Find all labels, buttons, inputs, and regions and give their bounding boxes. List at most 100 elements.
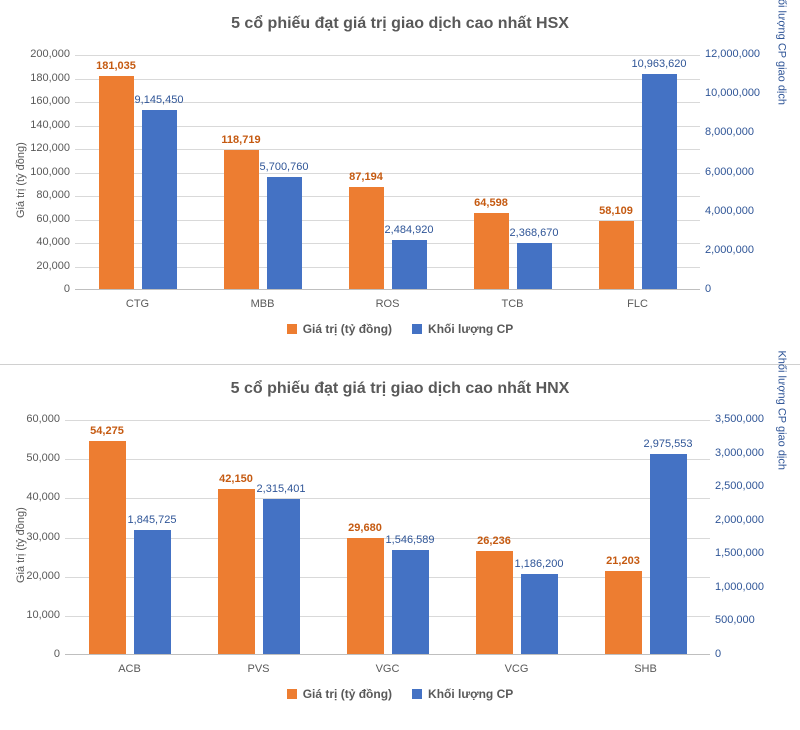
hnx-chart-bar-volume-label: 1,845,725 xyxy=(128,514,177,526)
hnx-chart-title: 5 cổ phiếu đạt giá trị giao dịch cao nhấ… xyxy=(0,365,800,398)
y-left-tick: 60,000 xyxy=(36,213,70,225)
hnx-chart-x-tick: SHB xyxy=(634,663,657,675)
hsx-chart-x-tick: MBB xyxy=(251,298,275,310)
gridline xyxy=(75,55,700,56)
hnx-chart-bar-volume-label: 2,975,553 xyxy=(644,438,693,450)
y-left-tick: 40,000 xyxy=(26,491,60,503)
hsx-chart-x-tick: TCB xyxy=(502,298,524,310)
y-right-tick: 2,000,000 xyxy=(705,244,754,256)
y-right-tick: 8,000,000 xyxy=(705,126,754,138)
hnx-chart-bar-value-label: 54,275 xyxy=(90,425,124,437)
y-right-tick: 3,500,000 xyxy=(715,413,764,425)
legend-swatch xyxy=(412,689,422,699)
hsx-chart-title: 5 cổ phiếu đạt giá trị giao dịch cao nhấ… xyxy=(0,0,800,33)
hnx-chart-bar-volume-label: 1,186,200 xyxy=(515,558,564,570)
hsx-chart-bar-value xyxy=(599,221,634,289)
hnx-chart-panel: 5 cổ phiếu đạt giá trị giao dịch cao nhấ… xyxy=(0,365,800,730)
y-right-tick: 2,000,000 xyxy=(715,514,764,526)
y-left-tick: 140,000 xyxy=(30,119,70,131)
y-left-tick: 10,000 xyxy=(26,609,60,621)
hnx-chart-bar-volume xyxy=(521,574,558,654)
hnx-chart-plot-area: 54,275 1,845,725 42,150 2,315,401 29,680 1,54… xyxy=(65,420,710,655)
hsx-chart-bar-volume-label: 2,368,670 xyxy=(510,227,559,239)
hnx-chart-x-tick: VCG xyxy=(505,663,529,675)
y-right-tick: 0 xyxy=(715,648,721,660)
hsx-chart-panel: 5 cổ phiếu đạt giá trị giao dịch cao nhấ… xyxy=(0,0,800,364)
legend-swatch xyxy=(287,324,297,334)
hsx-chart-bar-volume xyxy=(517,243,552,289)
hnx-chart-bar-value xyxy=(605,571,642,654)
hnx-chart-bar-value xyxy=(89,441,126,654)
hnx-chart-bar-value-label: 26,236 xyxy=(477,535,511,547)
y-left-tick: 0 xyxy=(54,648,60,660)
hnx-chart-bar-volume xyxy=(650,454,687,654)
hsx-chart-bar-volume-label: 10,963,620 xyxy=(631,58,686,70)
gridline xyxy=(75,79,700,80)
hsx-chart-y-left-label: Giá trị (tỷ đồng) xyxy=(15,142,27,218)
y-left-tick: 40,000 xyxy=(36,236,70,248)
hsx-chart-bar-volume-label: 5,700,760 xyxy=(260,161,309,173)
y-left-tick: 30,000 xyxy=(26,531,60,543)
legend-item-value: Giá trị (tỷ đồng) xyxy=(287,687,392,701)
y-right-tick: 1,500,000 xyxy=(715,547,764,559)
hsx-chart-bar-volume-label: 9,145,450 xyxy=(135,94,184,106)
y-left-tick: 20,000 xyxy=(36,260,70,272)
hnx-chart-bar-volume-label: 1,546,589 xyxy=(386,534,435,546)
hsx-chart-bar-value-label: 87,194 xyxy=(349,171,383,183)
y-right-tick: 4,000,000 xyxy=(705,205,754,217)
hsx-chart-bar-volume xyxy=(142,110,177,289)
y-left-tick: 0 xyxy=(64,283,70,295)
y-left-tick: 100,000 xyxy=(30,166,70,178)
hnx-chart-legend: Giá trị (tỷ đồng) Khối lượng CP xyxy=(0,687,800,702)
y-left-tick: 180,000 xyxy=(30,72,70,84)
gridline xyxy=(65,420,710,421)
hnx-chart-bar-value-label: 42,150 xyxy=(219,473,253,485)
hnx-chart-bar-volume xyxy=(134,530,171,654)
y-right-tick: 0 xyxy=(705,283,711,295)
hnx-chart-x-tick: PVS xyxy=(247,663,269,675)
y-left-tick: 60,000 xyxy=(26,413,60,425)
hsx-chart-bar-value-label: 64,598 xyxy=(474,197,508,209)
hsx-chart-bar-value xyxy=(474,213,509,289)
hnx-chart-bar-value xyxy=(218,489,255,654)
y-left-tick: 20,000 xyxy=(26,570,60,582)
hsx-chart-legend: Giá trị (tỷ đồng)Khối lượng CP xyxy=(0,322,800,337)
hsx-chart-bar-value-label: 58,109 xyxy=(599,205,633,217)
hsx-chart-bar-value xyxy=(99,76,134,289)
hnx-chart-x-tick: VGC xyxy=(376,663,400,675)
hsx-chart-bar-volume xyxy=(267,177,302,289)
hsx-chart-x-tick: CTG xyxy=(126,298,149,310)
hnx-chart-x-tick: ACB xyxy=(118,663,141,675)
hsx-chart-bar-volume xyxy=(642,74,677,289)
hsx-chart-bar-volume-label: 2,484,920 xyxy=(385,224,434,236)
hnx-chart-bar-value-label: 21,203 xyxy=(606,555,640,567)
y-left-tick: 200,000 xyxy=(30,48,70,60)
legend-swatch xyxy=(412,324,422,334)
hnx-chart-bar-value-label: 29,680 xyxy=(348,522,382,534)
y-right-tick: 2,500,000 xyxy=(715,480,764,492)
y-left-tick: 160,000 xyxy=(30,95,70,107)
y-left-tick: 120,000 xyxy=(30,142,70,154)
hnx-chart-y-left-label: Giá trị (tỷ đồng) xyxy=(15,507,27,583)
hnx-chart-bar-volume xyxy=(392,550,429,654)
gridline xyxy=(65,498,710,499)
gridline xyxy=(65,459,710,460)
y-left-tick: 50,000 xyxy=(26,452,60,464)
hsx-chart-plot-area: 181,035 9,145,450 118,719 5,700,760 87,194 2,… xyxy=(75,55,700,290)
y-left-tick: 80,000 xyxy=(36,189,70,201)
y-right-tick: 10,000,000 xyxy=(705,87,760,99)
hnx-chart-bar-value xyxy=(476,551,513,654)
y-right-tick: 1,000,000 xyxy=(715,581,764,593)
hsx-chart-bar-value-label: 181,035 xyxy=(96,60,136,72)
hsx-chart-bar-value xyxy=(224,150,259,289)
y-right-tick: 6,000,000 xyxy=(705,166,754,178)
hsx-chart-y-right-label: Khối lượng CP giao dịch xyxy=(776,0,788,105)
legend-swatch xyxy=(287,689,297,699)
hsx-chart-bar-value xyxy=(349,187,384,289)
hsx-chart-bar-value-label: 118,719 xyxy=(221,134,260,146)
legend-item-volume: Khối lượng CP xyxy=(412,687,513,701)
legend-item-value: Giá trị (tỷ đồng) xyxy=(287,322,392,336)
hnx-chart-bar-volume-label: 2,315,401 xyxy=(257,483,306,495)
hsx-chart-x-tick: ROS xyxy=(376,298,400,310)
hsx-chart-x-tick: FLC xyxy=(627,298,648,310)
